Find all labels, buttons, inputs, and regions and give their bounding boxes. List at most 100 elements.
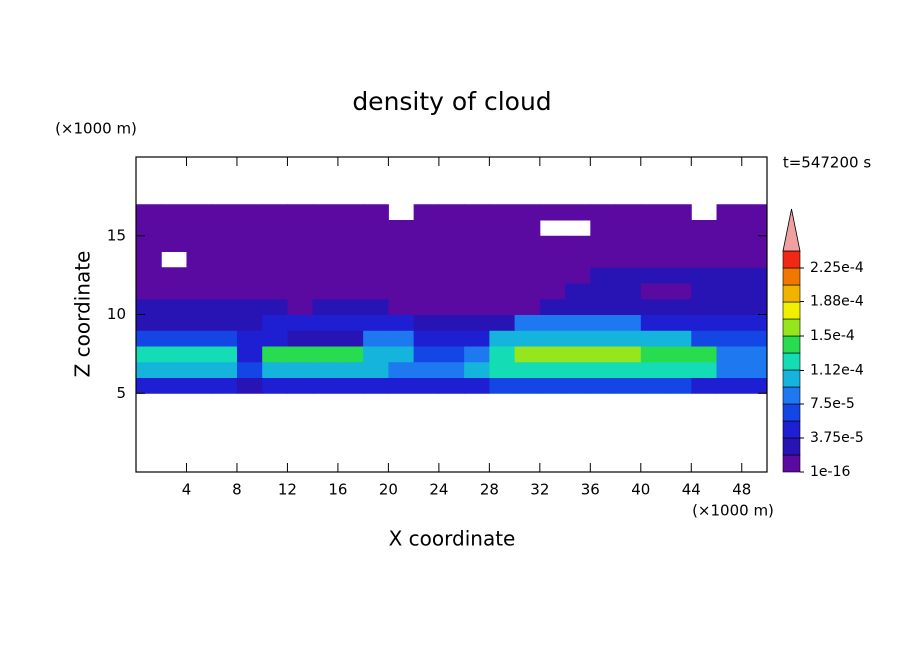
contour-cell: [590, 204, 617, 221]
contour-cell: [590, 220, 617, 237]
contour-cell: [666, 235, 692, 252]
x-tick-label: 24: [429, 481, 448, 499]
contour-cell: [741, 361, 768, 378]
contour-cell: [363, 251, 389, 268]
y-unit: (×1000 m): [55, 120, 137, 138]
contour-cell: [262, 298, 288, 315]
contour-cell: [464, 346, 490, 363]
colorbar-bin: [782, 250, 801, 269]
contour-cell: [136, 235, 162, 252]
contour-cell: [666, 377, 692, 394]
contour-cell: [615, 314, 642, 331]
contour-cell: [590, 361, 617, 378]
contour-cell: [438, 298, 465, 315]
contour-cell: [438, 330, 465, 347]
contour-cell: [691, 298, 718, 315]
contour-cell: [438, 220, 465, 237]
contour-cell: [161, 346, 187, 363]
colorbar-bin: [782, 437, 801, 456]
contour-cell: [716, 314, 743, 331]
contour-cell: [615, 298, 642, 315]
contour-cell: [565, 267, 591, 284]
contour-cell: [262, 204, 288, 221]
contour-cell: [539, 235, 566, 252]
contour-cell: [236, 251, 263, 268]
contour-cell: [489, 330, 516, 347]
contour-cell: [590, 298, 617, 315]
contour-cell: [337, 298, 364, 315]
colorbar-tick-label: 7.5e-5: [810, 396, 855, 412]
contour-cell: [615, 283, 642, 300]
contour-cell: [312, 220, 339, 237]
contour-cell: [438, 267, 465, 284]
contour-cell: [691, 346, 718, 363]
contour-cell: [741, 235, 768, 252]
contour-cell: [413, 251, 440, 268]
contour-cell: [640, 204, 667, 221]
contour-cell: [388, 235, 415, 252]
contour-cell: [186, 283, 213, 300]
contour-cell: [464, 251, 490, 268]
contour-cell: [287, 346, 314, 363]
contour-field: [136, 204, 768, 394]
contour-cell: [287, 377, 314, 394]
contour-cell: [236, 283, 263, 300]
contour-cell: [514, 283, 541, 300]
contour-cell: [337, 235, 364, 252]
contour-cell: [741, 220, 768, 237]
contour-cell: [388, 298, 415, 315]
colorbar-bin: [782, 301, 801, 320]
contour-cell: [590, 251, 617, 268]
contour-cell: [413, 346, 440, 363]
contour-cell: [287, 251, 314, 268]
contour-cell: [262, 235, 288, 252]
contour-cell: [388, 267, 415, 284]
x-unit: (×1000 m): [692, 502, 774, 520]
x-tick-label: 32: [530, 481, 549, 499]
contour-cell: [640, 267, 667, 284]
contour-cell: [640, 283, 667, 300]
x-tick-label: 20: [379, 481, 398, 499]
contour-cell: [337, 204, 364, 221]
contour-cell: [211, 235, 238, 252]
contour-cell: [262, 220, 288, 237]
contour-cell: [287, 283, 314, 300]
contour-cell: [262, 283, 288, 300]
contour-cell: [312, 283, 339, 300]
contour-cell: [691, 361, 718, 378]
contour-cell: [388, 377, 415, 394]
contour-cell: [716, 204, 743, 221]
contour-cell: [615, 361, 642, 378]
contour-cell: [464, 235, 490, 252]
contour-cell: [489, 267, 516, 284]
contour-cell: [464, 204, 490, 221]
contour-cell: [640, 220, 667, 237]
x-axis-label: X coordinate: [389, 527, 516, 551]
contour-cell: [312, 267, 339, 284]
contour-cell: [590, 283, 617, 300]
contour-cell: [287, 267, 314, 284]
contour-cell: [489, 346, 516, 363]
contour-cell: [211, 251, 238, 268]
contour-cell: [363, 377, 389, 394]
contour-cell: [388, 314, 415, 331]
contour-cell: [236, 314, 263, 331]
contour-cell: [262, 330, 288, 347]
colorbar-bin: [782, 386, 801, 405]
contour-cell: [363, 330, 389, 347]
contour-cell: [236, 235, 263, 252]
contour-cell: [741, 204, 768, 221]
colorbar-bin: [782, 454, 801, 473]
contour-cell: [161, 204, 187, 221]
contour-cell: [413, 220, 440, 237]
contour-cell: [438, 235, 465, 252]
contour-cell: [464, 314, 490, 331]
x-tick-label: 44: [682, 481, 701, 499]
contour-cell: [211, 267, 238, 284]
contour-cell: [489, 377, 516, 394]
contour-cell: [413, 330, 440, 347]
contour-cell: [236, 361, 263, 378]
x-tick-label: 28: [480, 481, 499, 499]
contour-cell: [489, 361, 516, 378]
contour-cell: [186, 204, 213, 221]
